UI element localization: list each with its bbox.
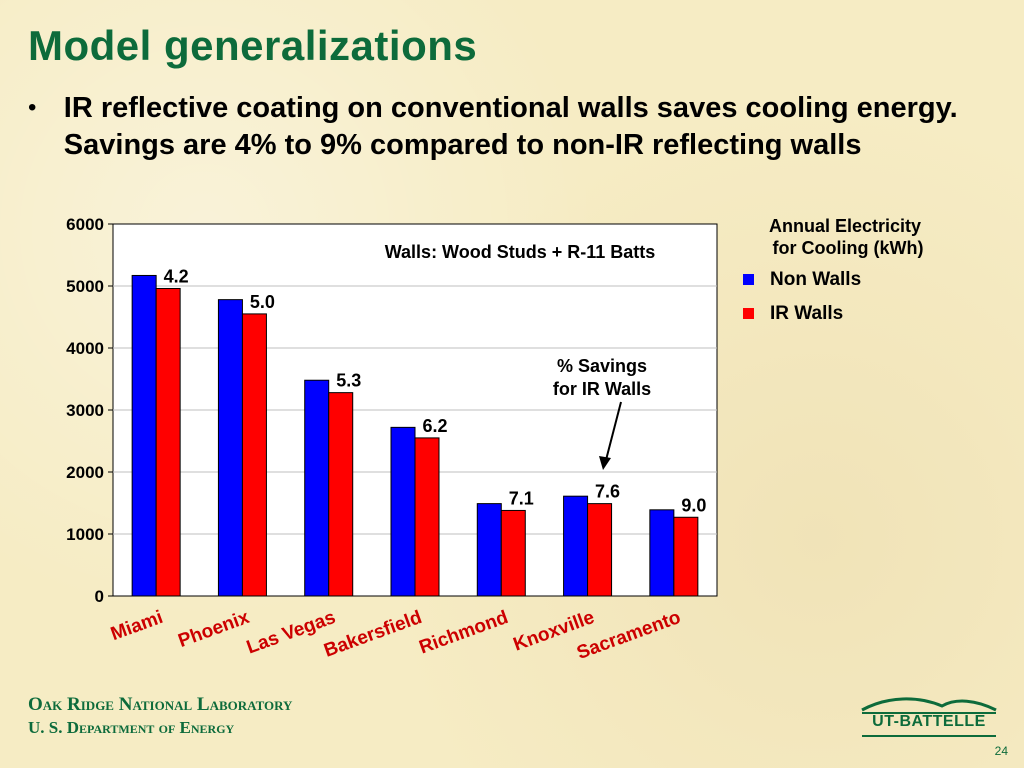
savings-label: 7.1 <box>509 488 534 508</box>
x-category-label: Bakersfield <box>321 607 424 662</box>
bar-non-walls-5 <box>563 495 589 597</box>
bar-chart: 0 1000 2000 3000 4000 5000 6000 4.2 Miami 5.0 Phoe… <box>66 215 924 664</box>
savings-label: 4.2 <box>164 266 189 286</box>
y-tick-label: 4000 <box>66 339 104 358</box>
y-tick-label: 5000 <box>66 277 104 296</box>
savings-label: 6.2 <box>422 416 447 436</box>
footer-department: U. S. Department of Energy <box>28 718 235 737</box>
page-number: 24 <box>994 744 1008 758</box>
savings-label: 7.6 <box>595 482 620 502</box>
annotation-arrow-head <box>599 456 611 470</box>
bullet-text: IR reflective coating on conventional wa… <box>63 92 958 161</box>
x-category-label: Miami <box>108 607 166 645</box>
annotation-line2: for IR Walls <box>553 379 651 399</box>
legend-swatch-0 <box>743 274 754 285</box>
savings-label: 9.0 <box>681 495 706 515</box>
y-tick-label: 2000 <box>66 463 104 482</box>
bar-non-walls-3 <box>390 426 416 597</box>
legend-label-0: Non Walls <box>770 269 861 290</box>
bar-ir-walls-4 <box>500 509 526 597</box>
bullet-marker: • <box>28 94 37 121</box>
x-category-label: Richmond <box>417 607 511 659</box>
x-category-label: Phoenix <box>176 607 253 652</box>
ut-battelle-logo-icon <box>861 697 997 737</box>
bar-ir-walls-2 <box>328 392 354 597</box>
annotation-line1: % Savings <box>557 356 647 376</box>
logo-text: UT-BATTELLE <box>872 713 986 730</box>
legend-swatch-1 <box>743 308 754 319</box>
bar-ir-walls-6 <box>673 516 699 597</box>
savings-label: 5.3 <box>336 371 361 391</box>
savings-label: 5.0 <box>250 292 275 312</box>
y-tick-label: 6000 <box>66 215 104 234</box>
y-tick-label: 3000 <box>66 401 104 420</box>
bar-non-walls-0 <box>131 274 157 597</box>
bar-non-walls-1 <box>217 299 243 597</box>
annotation-arrow-line <box>605 401 622 461</box>
legend-title-line2: for Cooling (kWh) <box>773 238 924 258</box>
legend-title-line1: Annual Electricity <box>769 216 921 236</box>
y-tick-label: 0 <box>95 587 104 606</box>
bar-ir-walls-1 <box>241 313 267 597</box>
y-tick-label: 1000 <box>66 525 104 544</box>
legend-label-1: IR Walls <box>770 303 843 324</box>
bar-non-walls-6 <box>649 509 675 597</box>
bullet-point: • IR reflective coating on conventional … <box>28 90 988 164</box>
bar-ir-walls-0 <box>155 287 181 597</box>
bar-non-walls-4 <box>476 503 502 597</box>
bar-ir-walls-3 <box>414 437 440 597</box>
footer-lab-name: Oak Ridge National Laboratory <box>28 694 293 715</box>
bar-ir-walls-5 <box>587 503 613 597</box>
bar-non-walls-2 <box>304 379 330 597</box>
chart-inner-title: Walls: Wood Studs + R-11 Batts <box>385 242 656 262</box>
slide-title: Model generalizations <box>28 22 478 69</box>
